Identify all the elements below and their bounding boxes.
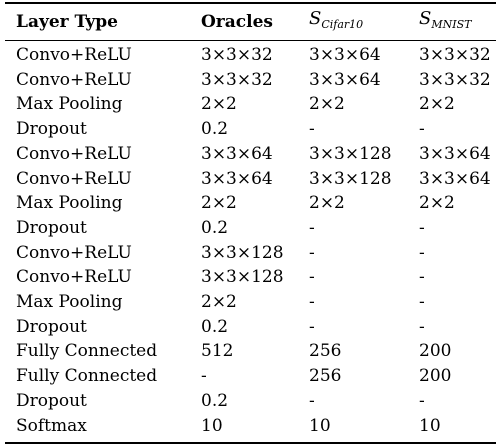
s-mnist-cell: 10 bbox=[419, 415, 441, 436]
layer-type-cell: Max Pooling bbox=[16, 94, 123, 115]
s-cifar10-cell: - bbox=[309, 217, 315, 238]
header-row: Layer Type Oracles SCifar10 SMNIST bbox=[5, 6, 501, 38]
table-row: Fully Connected - 256 200 bbox=[5, 364, 501, 389]
table-body: Convo+ReLU 3×3×32 3×3×64 3×3×32 Convo+ReLU 3… bbox=[5, 43, 501, 438]
layer-type-cell: Dropout bbox=[16, 119, 87, 140]
header-s-cifar10-main: S bbox=[309, 8, 322, 29]
s-mnist-cell: 200 bbox=[419, 341, 452, 362]
s-mnist-cell: - bbox=[419, 119, 425, 140]
table-row: Max Pooling 2×2 2×2 2×2 bbox=[5, 191, 501, 216]
s-cifar10-cell: 2×2 bbox=[309, 94, 345, 115]
oracles-cell: 3×3×128 bbox=[201, 242, 284, 263]
s-cifar10-cell: 3×3×64 bbox=[309, 45, 381, 65]
s-cifar10-cell: - bbox=[309, 316, 315, 337]
oracles-cell: 2×2 bbox=[201, 193, 237, 214]
s-cifar10-cell: 3×3×128 bbox=[309, 168, 392, 189]
s-cifar10-cell: - bbox=[309, 292, 315, 313]
header-layer-type: Layer Type bbox=[16, 12, 118, 32]
layer-type-cell: Convo+ReLU bbox=[16, 168, 132, 189]
layer-type-cell: Dropout bbox=[16, 217, 87, 238]
s-cifar10-cell: - bbox=[309, 390, 315, 411]
top-rule bbox=[5, 2, 496, 4]
layer-type-cell: Dropout bbox=[16, 316, 87, 337]
table-row: Max Pooling 2×2 - - bbox=[5, 290, 501, 315]
header-s-mnist-main: S bbox=[419, 8, 432, 29]
oracles-cell: 2×2 bbox=[201, 94, 237, 115]
layer-type-cell: Softmax bbox=[16, 415, 87, 436]
oracles-cell: 3×3×32 bbox=[201, 45, 273, 65]
architecture-table-container: Layer Type Oracles SCifar10 SMNIST Convo… bbox=[5, 2, 496, 444]
s-cifar10-cell: 3×3×128 bbox=[309, 143, 392, 164]
table-row: Convo+ReLU 3×3×32 3×3×64 3×3×32 bbox=[5, 43, 501, 68]
oracles-cell: 3×3×32 bbox=[201, 69, 273, 90]
s-mnist-cell: 200 bbox=[419, 366, 452, 387]
oracles-cell: 3×3×64 bbox=[201, 168, 273, 189]
s-cifar10-cell: 10 bbox=[309, 415, 331, 436]
s-mnist-cell: 3×3×32 bbox=[419, 69, 491, 90]
table-row: Convo+ReLU 3×3×128 - - bbox=[5, 241, 501, 266]
oracles-cell: 3×3×128 bbox=[201, 267, 284, 288]
oracles-cell: 0.2 bbox=[201, 119, 229, 140]
header-s-mnist-sub: MNIST bbox=[431, 18, 472, 31]
layer-type-cell: Max Pooling bbox=[16, 292, 123, 313]
s-mnist-cell: - bbox=[419, 390, 425, 411]
s-cifar10-cell: - bbox=[309, 242, 315, 263]
header-s-mnist: SMNIST bbox=[419, 6, 501, 38]
header-rule bbox=[5, 40, 496, 41]
layer-type-cell: Dropout bbox=[16, 390, 87, 411]
table-row: Dropout 0.2 - - bbox=[5, 216, 501, 241]
header-oracles: Oracles bbox=[201, 12, 273, 32]
s-mnist-cell: 2×2 bbox=[419, 193, 455, 214]
s-mnist-cell: 3×3×32 bbox=[419, 45, 491, 65]
s-mnist-cell: 2×2 bbox=[419, 94, 455, 115]
oracles-cell: 0.2 bbox=[201, 217, 229, 238]
s-mnist-cell: - bbox=[419, 242, 425, 263]
layer-type-cell: Convo+ReLU bbox=[16, 267, 132, 288]
s-cifar10-cell: 3×3×64 bbox=[309, 69, 381, 90]
table-header: Layer Type Oracles SCifar10 SMNIST bbox=[5, 6, 501, 38]
s-mnist-cell: - bbox=[419, 316, 425, 337]
s-cifar10-cell: 256 bbox=[309, 341, 342, 362]
table-row: Convo+ReLU 3×3×64 3×3×128 3×3×64 bbox=[5, 142, 501, 167]
s-mnist-cell: - bbox=[419, 217, 425, 238]
layer-type-cell: Convo+ReLU bbox=[16, 69, 132, 90]
architecture-table: Layer Type Oracles SCifar10 SMNIST bbox=[5, 6, 501, 38]
table-row: Convo+ReLU 3×3×32 3×3×64 3×3×32 bbox=[5, 68, 501, 93]
oracles-cell: 0.2 bbox=[201, 316, 229, 337]
table-row: Max Pooling 2×2 2×2 2×2 bbox=[5, 92, 501, 117]
architecture-table-body: Convo+ReLU 3×3×32 3×3×64 3×3×32 Convo+ReLU 3… bbox=[5, 43, 501, 438]
layer-type-cell: Convo+ReLU bbox=[16, 45, 132, 65]
header-s-cifar10: SCifar10 bbox=[309, 6, 419, 38]
oracles-cell: 2×2 bbox=[201, 292, 237, 313]
layer-type-cell: Fully Connected bbox=[16, 366, 158, 387]
oracles-cell: 512 bbox=[201, 341, 234, 362]
layer-type-cell: Max Pooling bbox=[16, 193, 123, 214]
s-cifar10-cell: 256 bbox=[309, 366, 342, 387]
oracles-cell: 10 bbox=[201, 415, 223, 436]
table-row: Convo+ReLU 3×3×128 - - bbox=[5, 265, 501, 290]
table-row: Fully Connected 512 256 200 bbox=[5, 339, 501, 364]
oracles-cell: 3×3×64 bbox=[201, 143, 273, 164]
header-s-cifar10-sub: Cifar10 bbox=[321, 18, 364, 31]
table-row: Dropout 0.2 - - bbox=[5, 315, 501, 340]
oracles-cell: - bbox=[201, 366, 207, 387]
oracles-cell: 0.2 bbox=[201, 390, 229, 411]
s-mnist-cell: 3×3×64 bbox=[419, 143, 491, 164]
layer-type-cell: Fully Connected bbox=[16, 341, 158, 362]
table-row: Dropout 0.2 - - bbox=[5, 117, 501, 142]
s-mnist-cell: 3×3×64 bbox=[419, 168, 491, 189]
s-mnist-cell: - bbox=[419, 292, 425, 313]
table-row: Softmax 10 10 10 bbox=[5, 414, 501, 439]
s-mnist-cell: - bbox=[419, 267, 425, 288]
s-cifar10-cell: - bbox=[309, 119, 315, 140]
layer-type-cell: Convo+ReLU bbox=[16, 242, 132, 263]
layer-type-cell: Convo+ReLU bbox=[16, 143, 132, 164]
s-cifar10-cell: - bbox=[309, 267, 315, 288]
s-cifar10-cell: 2×2 bbox=[309, 193, 345, 214]
table-row: Convo+ReLU 3×3×64 3×3×128 3×3×64 bbox=[5, 167, 501, 192]
table-row: Dropout 0.2 - - bbox=[5, 389, 501, 414]
